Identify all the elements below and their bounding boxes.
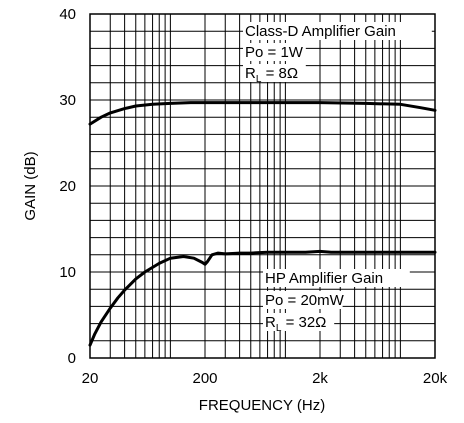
x-tick-label: 2k bbox=[312, 370, 328, 387]
y-tick-label: 10 bbox=[59, 264, 76, 281]
series bbox=[88, 101, 437, 347]
annotations: Class-D Amplifier Gain Po = 1W RL = 8Ω HP A… bbox=[243, 22, 432, 334]
y-tick-label: 40 bbox=[59, 6, 76, 23]
x-tick-label: 20 bbox=[82, 370, 99, 387]
x-axis-label: FREQUENCY (Hz) bbox=[199, 397, 325, 414]
annotation-background bbox=[243, 64, 306, 82]
annotation-background bbox=[263, 313, 335, 331]
series-line-2 bbox=[88, 249, 437, 347]
annotation-2-line-2: Po = 20mW bbox=[265, 292, 345, 309]
plot-frame bbox=[89, 13, 436, 359]
x-tick-label: 200 bbox=[192, 370, 217, 387]
annotation-2-line-3: RL = 32Ω bbox=[265, 314, 326, 334]
x-tick-label: 20k bbox=[423, 370, 448, 387]
y-axis-label: GAIN (dB) bbox=[22, 151, 39, 220]
annotation-1-line-2: Po = 1W bbox=[245, 44, 304, 61]
series-line-1 bbox=[88, 101, 437, 126]
annotation-background bbox=[243, 43, 306, 61]
y-tick-label: 0 bbox=[68, 350, 76, 367]
annotation-1-line-1: Class-D Amplifier Gain bbox=[245, 23, 396, 40]
y-tick-label: 20 bbox=[59, 178, 76, 195]
annotation-2-line-1: HP Amplifier Gain bbox=[265, 270, 383, 287]
annotation-background bbox=[263, 269, 410, 287]
annotation-1-line-3: RL = 8Ω bbox=[245, 65, 298, 85]
y-tick-label: 30 bbox=[59, 92, 76, 109]
y-tick-labels: 0 10 20 30 40 bbox=[59, 6, 76, 367]
annotation-background bbox=[243, 22, 432, 40]
x-tick-labels: 20 200 2k 20k bbox=[82, 370, 448, 387]
annotation-background bbox=[263, 291, 343, 309]
